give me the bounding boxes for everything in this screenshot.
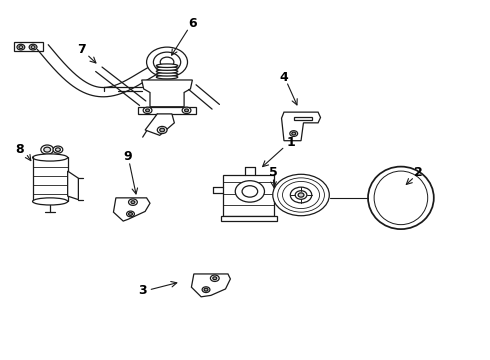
Circle shape [17,44,25,50]
Polygon shape [192,274,230,297]
Circle shape [128,199,137,205]
Polygon shape [294,117,312,120]
Text: 4: 4 [280,71,288,84]
Ellipse shape [32,154,68,161]
Polygon shape [68,171,78,200]
Ellipse shape [368,167,434,229]
Ellipse shape [156,67,178,70]
Circle shape [53,146,63,153]
Circle shape [290,187,312,203]
Circle shape [292,132,295,135]
Circle shape [160,128,165,132]
Circle shape [143,107,152,113]
Circle shape [295,191,307,199]
Polygon shape [142,80,193,107]
Circle shape [273,174,329,216]
Polygon shape [282,112,320,141]
Text: 2: 2 [414,166,422,179]
Circle shape [146,109,149,112]
Circle shape [55,148,60,152]
Circle shape [126,211,134,217]
Polygon shape [220,216,277,221]
Circle shape [182,107,191,113]
Polygon shape [145,114,174,135]
Circle shape [160,57,174,67]
Polygon shape [223,175,274,216]
Text: 7: 7 [77,43,86,56]
Polygon shape [138,107,196,114]
Circle shape [202,287,210,293]
Circle shape [278,178,324,212]
Circle shape [29,44,37,50]
Circle shape [131,201,135,203]
Text: 8: 8 [16,143,24,156]
Ellipse shape [156,75,178,79]
Text: 3: 3 [138,284,147,297]
Text: 6: 6 [188,17,196,30]
Circle shape [235,181,265,202]
Circle shape [242,186,258,197]
Circle shape [147,47,188,77]
Circle shape [153,52,181,72]
Circle shape [213,277,217,280]
Polygon shape [114,198,150,221]
Circle shape [185,109,189,112]
Circle shape [290,131,297,136]
Ellipse shape [374,171,428,225]
Circle shape [44,147,50,152]
Circle shape [128,212,132,215]
Text: 1: 1 [287,136,295,149]
Circle shape [31,46,35,49]
Ellipse shape [32,198,68,205]
Ellipse shape [156,64,178,67]
Ellipse shape [156,69,178,73]
Circle shape [157,126,167,134]
Polygon shape [14,42,43,51]
Circle shape [298,193,304,197]
Circle shape [19,46,23,49]
Text: 5: 5 [269,166,278,179]
Circle shape [204,288,208,291]
Text: 9: 9 [124,150,132,163]
Circle shape [283,181,319,208]
Ellipse shape [156,72,178,76]
Circle shape [210,275,219,282]
Circle shape [41,145,53,154]
